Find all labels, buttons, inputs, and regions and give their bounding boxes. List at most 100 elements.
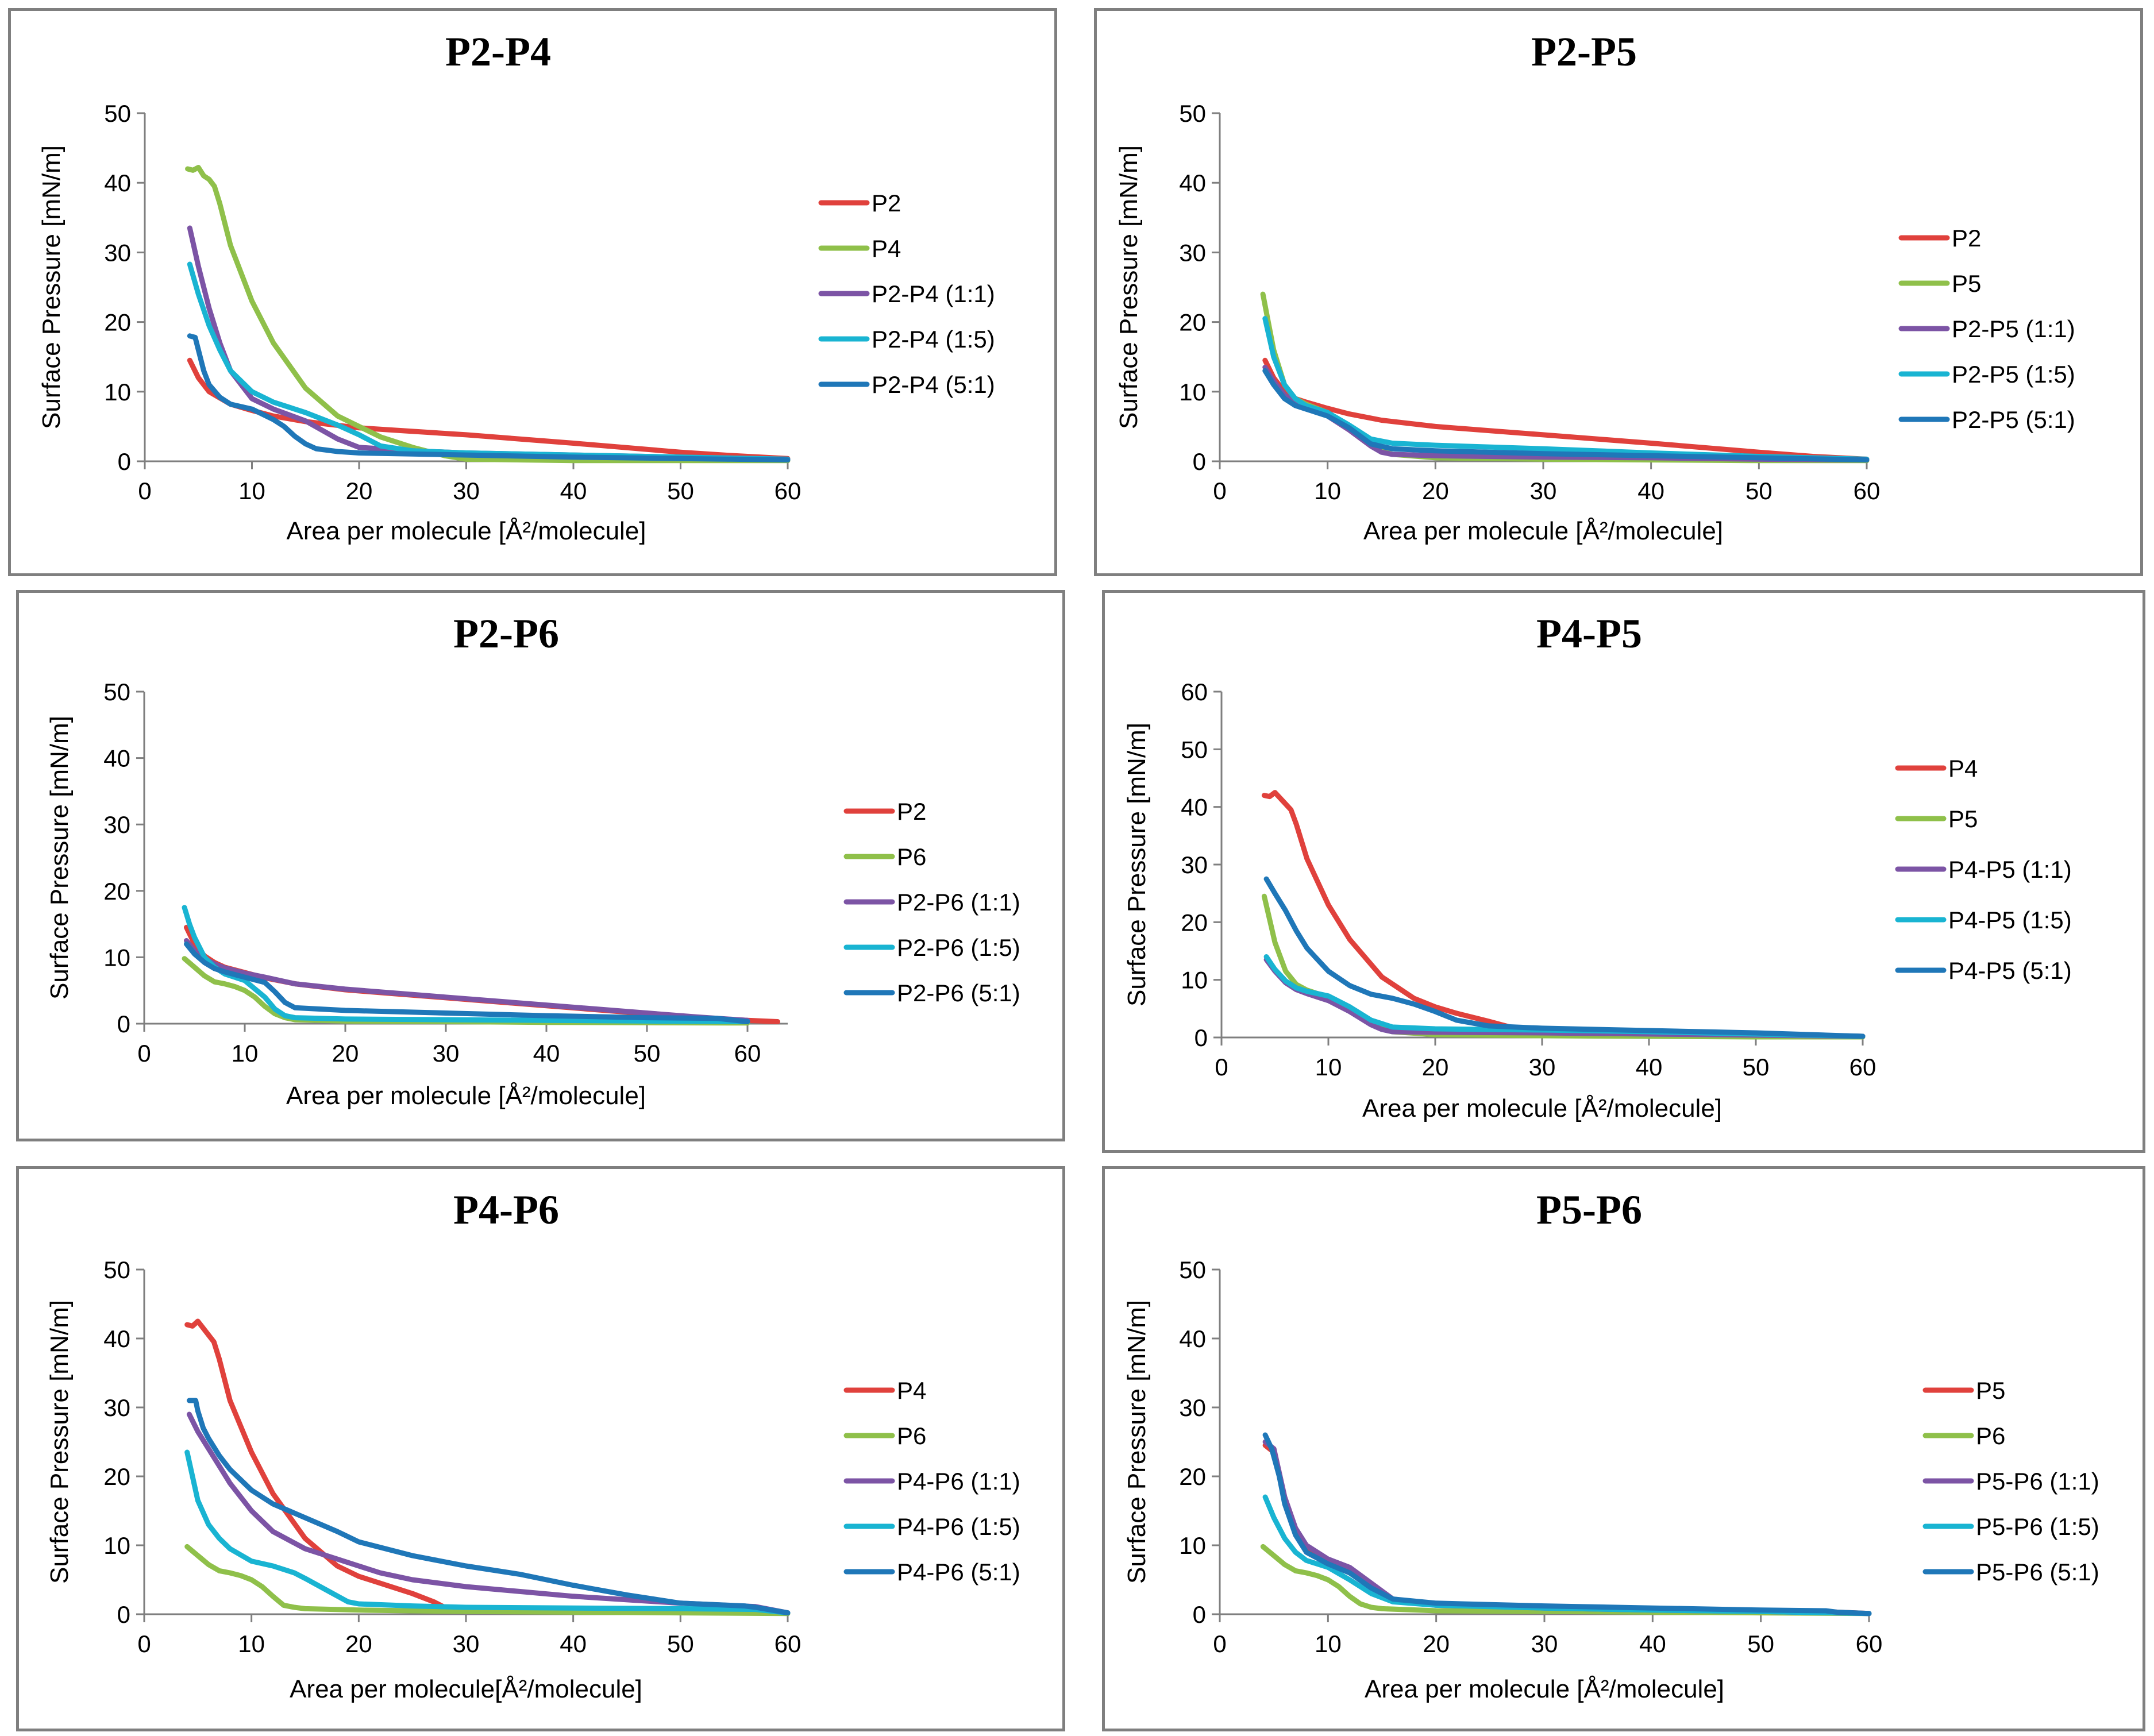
x-tick-label: 60 (774, 477, 802, 504)
x-tick-label: 60 (1856, 1630, 1883, 1657)
x-axis-label: Area per molecule [Å²/molecule] (1363, 517, 1723, 545)
y-tick-label: 10 (103, 944, 130, 971)
x-tick-label: 50 (1747, 1630, 1774, 1657)
x-tick-label: 10 (1315, 1630, 1342, 1657)
x-tick-label: 30 (453, 1630, 480, 1657)
legend-label: P4-P6 (1:1) (897, 1468, 1020, 1495)
chart-svg: P2-P4 0 10 20 30 40 50 0 10 20 30 40 50 60 Area per mo… (37, 29, 995, 545)
chart-svg: P2-P5 0 10 20 30 40 50 0 10 20 30 40 50 60 Area per mo… (1115, 29, 2075, 545)
x-axis-label: Area per molecule [Å²/molecule] (286, 1082, 646, 1110)
chart-title: P2-P5 (1531, 29, 1637, 75)
legend-label: P2-P4 (1:5) (872, 326, 995, 353)
legend-label: P5-P6 (1:1) (1976, 1468, 2099, 1495)
x-axis-label: Area per molecule [Å²/molecule] (1365, 1675, 1724, 1703)
legend-label: P2-P6 (1:1) (897, 889, 1020, 916)
legend-label: P4 (1948, 755, 1978, 782)
y-tick-label: 30 (104, 239, 131, 266)
legend-label: P4 (872, 235, 901, 262)
y-tick-label: 40 (104, 169, 131, 196)
x-tick-label: 40 (1636, 1054, 1663, 1081)
x-tick-label: 50 (667, 1630, 694, 1657)
legend-label: P4-P6 (1:5) (897, 1513, 1020, 1540)
x-axis-label: Area per molecule [Å²/molecule] (286, 517, 646, 545)
y-tick-label: 0 (1193, 448, 1206, 475)
series-line (1262, 1439, 1872, 1617)
x-tick-label: 60 (734, 1040, 761, 1067)
chart-panel: P2-P4 0 10 20 30 40 50 0 10 20 30 40 50 60 Area per mo… (8, 8, 1057, 576)
y-tick-label: 20 (104, 309, 131, 336)
x-tick-label: 0 (1213, 1630, 1226, 1657)
chart-title: P2-P6 (453, 611, 559, 657)
x-tick-label: 0 (137, 1630, 151, 1657)
series-line (184, 1544, 791, 1617)
y-axis-label: Surface Pressure [mN/m] (37, 145, 65, 429)
y-tick-label: 40 (103, 1325, 130, 1352)
x-tick-label: 40 (1637, 477, 1664, 504)
x-tick-label: 60 (1854, 477, 1881, 504)
legend-label: P6 (897, 1422, 926, 1449)
y-tick-label: 30 (103, 811, 130, 838)
x-tick-label: 10 (238, 477, 265, 504)
series-line (187, 261, 791, 462)
legend-label: P4-P5 (1:1) (1948, 856, 2072, 883)
y-tick-label: 30 (103, 1394, 130, 1421)
x-tick-label: 30 (1531, 1630, 1558, 1657)
y-tick-label: 30 (1179, 1394, 1206, 1421)
y-tick-label: 10 (1179, 1532, 1206, 1559)
series-line (1263, 957, 1866, 1039)
y-tick-label: 20 (103, 878, 130, 905)
legend-label: P2-P6 (5:1) (897, 979, 1020, 1006)
chart-panel: P5-P6 0 10 20 30 40 50 0 10 20 30 40 50 60 Area per mo… (1102, 1166, 2145, 1731)
x-tick-label: 40 (1639, 1630, 1666, 1657)
legend-label: P4-P6 (5:1) (897, 1558, 1020, 1585)
y-tick-label: 40 (1181, 794, 1208, 821)
legend-label: P5 (1948, 805, 1978, 832)
x-axis-label: Area per molecule[Å²/molecule] (290, 1675, 642, 1703)
series-line (186, 1398, 791, 1616)
legend-label: P5-P6 (1:5) (1976, 1513, 2099, 1540)
x-tick-label: 30 (1529, 1054, 1556, 1081)
y-tick-label: 20 (103, 1463, 130, 1490)
legend-label: P2-P5 (1:5) (1952, 361, 2075, 388)
y-axis-label: Surface Pressure [mN/m] (1115, 145, 1143, 429)
legend-label: P6 (897, 843, 926, 870)
series-line (1263, 954, 1866, 1039)
y-tick-label: 30 (1179, 239, 1206, 266)
y-tick-label: 10 (1179, 379, 1206, 406)
x-tick-label: 60 (774, 1630, 802, 1657)
x-tick-label: 0 (1213, 477, 1226, 504)
x-tick-label: 30 (433, 1040, 460, 1067)
series-line (185, 165, 791, 464)
legend-label: P2-P4 (1:1) (872, 280, 995, 307)
x-tick-label: 30 (1530, 477, 1557, 504)
y-tick-label: 40 (103, 745, 130, 772)
legend-label: P2 (872, 190, 901, 217)
x-tick-label: 20 (332, 1040, 359, 1067)
legend-label: P2 (897, 798, 926, 825)
series-line (1260, 1544, 1872, 1617)
x-tick-label: 40 (560, 477, 587, 504)
y-tick-label: 0 (118, 448, 131, 475)
legend-label: P4-P5 (1:5) (1948, 906, 2072, 933)
y-tick-label: 50 (1179, 1256, 1206, 1283)
chart-panel: P4-P5 0 10 20 30 40 50 60 0 10 20 30 40 50 60 Area per … (1102, 590, 2145, 1153)
x-tick-label: 20 (346, 477, 373, 504)
x-tick-label: 10 (1315, 1054, 1342, 1081)
legend-label: P6 (1976, 1422, 2005, 1449)
x-tick-label: 50 (1743, 1054, 1770, 1081)
y-tick-label: 0 (117, 1601, 130, 1628)
legend-label: P2-P4 (5:1) (872, 371, 995, 398)
series-line (1262, 1432, 1872, 1617)
chart-title: P4-P5 (1536, 611, 1642, 657)
x-tick-label: 0 (1215, 1054, 1228, 1081)
series-line (1262, 316, 1870, 462)
x-axis-label: Area per molecule [Å²/molecule] (1362, 1094, 1722, 1122)
y-tick-label: 50 (1179, 100, 1206, 127)
y-axis-label: Surface Pressure [mN/m] (45, 716, 74, 1000)
y-tick-label: 0 (1194, 1024, 1208, 1051)
legend-label: P5 (1952, 270, 1981, 297)
chart-panel: P2-P6 0 10 20 30 40 50 0 10 20 30 40 50 60 Area per mo… (16, 590, 1065, 1141)
y-tick-label: 40 (1179, 1325, 1206, 1352)
x-tick-label: 30 (453, 477, 480, 504)
